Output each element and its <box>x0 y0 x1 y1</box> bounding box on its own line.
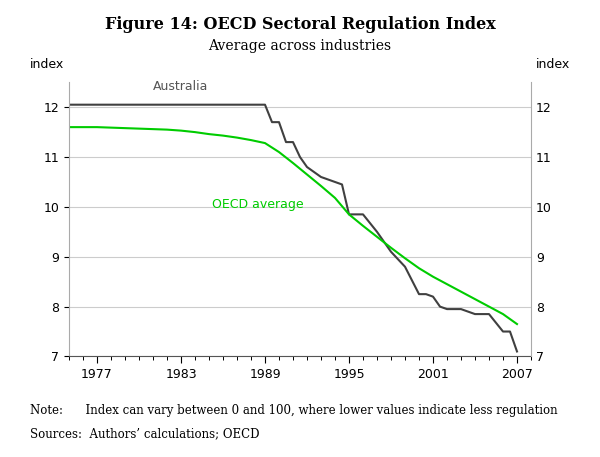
Text: Note:      Index can vary between 0 and 100, where lower values indicate less re: Note: Index can vary between 0 and 100, … <box>30 404 557 417</box>
Text: OECD average: OECD average <box>212 198 304 211</box>
Text: index: index <box>536 58 570 71</box>
Text: Australia: Australia <box>154 80 209 93</box>
Text: Sources:  Authors’ calculations; OECD: Sources: Authors’ calculations; OECD <box>30 427 260 440</box>
Text: Figure 14: OECD Sectoral Regulation Index: Figure 14: OECD Sectoral Regulation Inde… <box>104 16 496 33</box>
Text: index: index <box>30 58 64 71</box>
Text: Average across industries: Average across industries <box>208 39 392 53</box>
